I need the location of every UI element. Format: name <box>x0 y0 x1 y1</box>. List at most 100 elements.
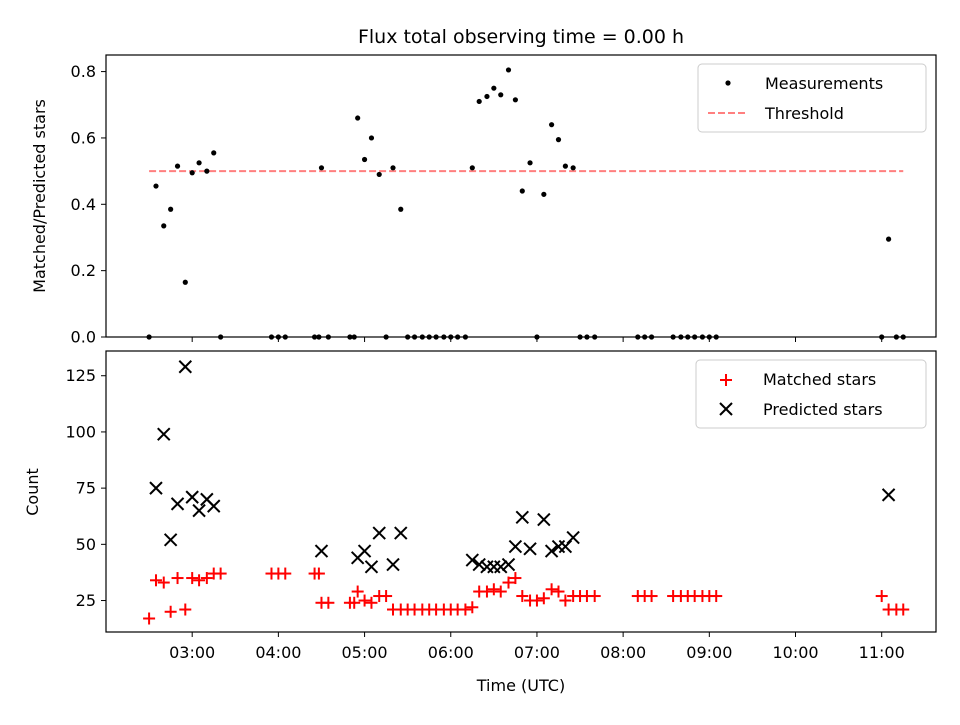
measurement-point <box>153 183 159 189</box>
predicted-star-marker <box>494 560 508 574</box>
predicted-star-marker <box>178 360 193 374</box>
chart-title: Flux total observing time = 0.00 h <box>358 26 684 48</box>
matched-star-marker <box>193 574 206 587</box>
matched-star-marker <box>897 603 910 616</box>
legend-matched-marker <box>720 374 732 386</box>
measurement-point <box>548 122 555 128</box>
matched-star-marker <box>186 572 199 585</box>
x-tick-label: 10:00 <box>772 643 818 662</box>
bottom-plot-area: 25 50 75 100 125 03:00 04:00 05:00 06:00 07:00 08… <box>23 350 937 695</box>
measurement-point <box>512 97 518 103</box>
matched-star-marker <box>487 583 500 596</box>
matched-star-marker <box>459 603 472 616</box>
legend-predicted-label: Predicted stars <box>763 400 883 419</box>
legend-measurements-label: Measurements <box>765 74 883 93</box>
predicted-star-marker <box>314 544 329 558</box>
bottom-y-ticks: 25 50 75 100 125 <box>65 366 106 610</box>
matched-star-marker <box>358 594 371 607</box>
bottom-y-tick-label: 50 <box>76 535 96 554</box>
bottom-legend: Matched stars Predicted stars <box>695 359 927 429</box>
matched-star-marker <box>322 596 335 609</box>
matched-star-marker <box>645 590 658 603</box>
matched-star-marker <box>312 567 325 580</box>
matched-star-marker <box>480 585 493 598</box>
measurement-point <box>376 171 382 178</box>
x-tick-label: 05:00 <box>342 643 388 662</box>
measurement-point <box>498 92 504 98</box>
predicted-star-marker <box>465 553 480 567</box>
measurement-point <box>398 206 404 212</box>
matched-star-marker <box>214 567 227 580</box>
matched-star-marker <box>200 572 213 585</box>
legend-threshold-label: Threshold <box>764 104 844 123</box>
matched-star-marker <box>348 596 361 609</box>
bottom-legend-frame <box>695 359 927 429</box>
measurement-point <box>541 191 547 197</box>
top-plot-area: 0.00.20.40.60.8 Matched/Predicted stars … <box>30 54 937 347</box>
predicted-star-marker <box>523 542 537 556</box>
predicted-star-marker <box>170 497 185 511</box>
predicted-star-marker <box>372 526 386 540</box>
bottom-y-tick-label: 100 <box>65 422 96 441</box>
measurement-point <box>361 156 368 163</box>
matched-star-marker <box>875 590 888 603</box>
measurement-point <box>318 165 325 171</box>
measurement-point <box>196 160 202 166</box>
measurement-point <box>484 93 490 100</box>
predicted-star-marker <box>508 539 523 554</box>
measurement-point <box>476 98 482 105</box>
predicted-star-marker <box>192 503 206 518</box>
matched-star-marker <box>365 596 378 609</box>
matched-star-marker <box>171 572 184 585</box>
matched-star-marker <box>494 585 507 598</box>
measurement-point <box>519 188 525 194</box>
matched-star-marker <box>530 594 543 607</box>
bottom-x-ticks: 03:00 04:00 05:00 06:00 07:00 08:00 09:00 10:00… <box>169 632 905 662</box>
measurement-point <box>168 206 174 212</box>
measurement-point <box>355 115 361 121</box>
measurement-point <box>174 163 181 169</box>
measurement-point <box>204 168 210 174</box>
predicted-star-marker <box>185 490 199 504</box>
top-y-tick-label: 0.6 <box>71 128 96 147</box>
top-y-tick-label: 0.4 <box>71 195 96 214</box>
bottom-plot-frame <box>105 350 937 633</box>
top-y-tick-label: 0.2 <box>71 261 96 280</box>
measurement-point <box>469 165 475 171</box>
matched-star-marker <box>516 590 529 603</box>
predicted-star-marker <box>881 488 896 502</box>
matched-star-marker <box>509 572 522 585</box>
matched-star-marker <box>559 594 572 607</box>
top-y-tick-label: 0.8 <box>71 62 96 81</box>
predicted-star-marker <box>163 533 178 547</box>
matched-star-marker <box>149 574 162 587</box>
predicted-star-marker <box>544 544 559 558</box>
x-axis-label: Time (UTC) <box>476 676 565 695</box>
measurement-point <box>527 160 533 166</box>
predicted-star-marker <box>207 499 221 513</box>
measurement-point <box>161 223 167 229</box>
x-tick-label: 11:00 <box>859 643 905 662</box>
matched-star-marker <box>552 585 565 598</box>
measurement-point <box>189 170 195 176</box>
top-x-ticks <box>191 337 883 342</box>
predicted-star-marker <box>357 544 372 558</box>
predicted-star-marker <box>472 557 486 572</box>
x-tick-label: 06:00 <box>428 643 474 662</box>
measurement-point <box>555 137 562 143</box>
measurement-point <box>182 279 188 285</box>
x-tick-label: 09:00 <box>686 643 732 662</box>
matched-star-marker <box>588 590 601 603</box>
matched-star-marker <box>164 605 177 618</box>
matched-star-marker <box>502 576 515 589</box>
measurement-point <box>211 150 217 156</box>
matched-star-marker <box>157 576 170 589</box>
predicted-star-marker <box>394 526 408 540</box>
measurement-point <box>390 165 396 171</box>
matched-star-marker <box>537 592 550 605</box>
matched-star-marker <box>710 590 723 603</box>
predicted-star-marker <box>566 530 580 545</box>
measurement-point <box>570 165 576 171</box>
